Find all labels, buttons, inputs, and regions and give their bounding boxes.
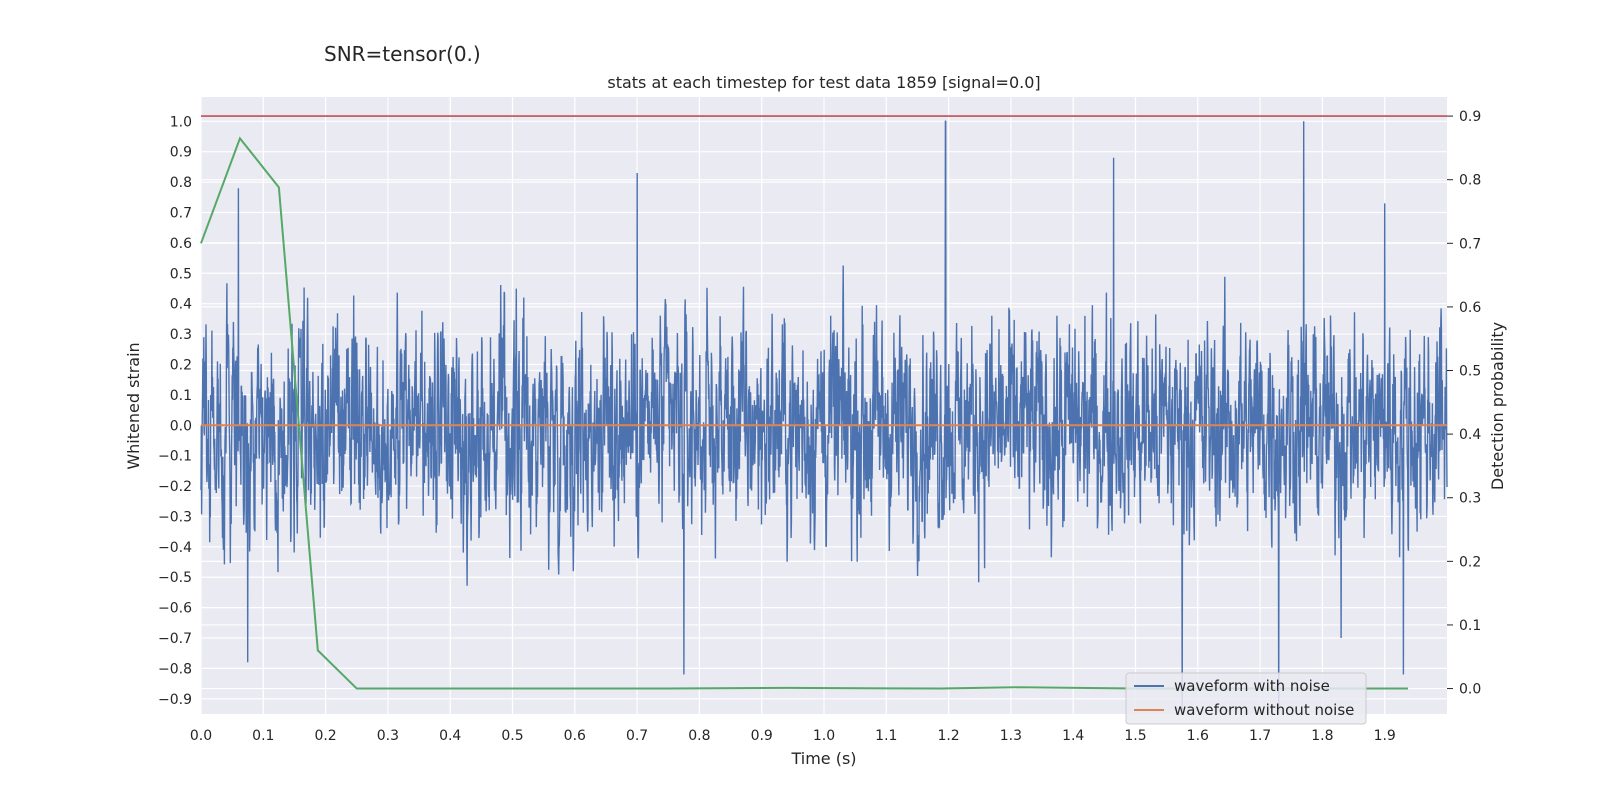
- y-tick-label: −0.5: [158, 570, 192, 586]
- y2-tick-label: 0.0: [1459, 682, 1481, 698]
- y-tick-label: −0.4: [158, 540, 192, 556]
- y-tick-label: −0.2: [158, 479, 192, 495]
- series-detection-probability: [200, 136, 1409, 690]
- x-tick-label: 0.0: [190, 728, 212, 744]
- y2-tick-label: 0.9: [1459, 109, 1481, 125]
- y-tick-label: 0.7: [170, 205, 192, 221]
- y-tick-label: −0.8: [158, 661, 192, 677]
- x-tick-label: 1.3: [1000, 728, 1022, 744]
- y2-tick-label: 0.6: [1459, 300, 1481, 316]
- x-axis-label: Time (s): [790, 749, 856, 768]
- y2-tick-label: 0.7: [1459, 236, 1481, 252]
- y-tick-label: −0.7: [158, 631, 192, 647]
- x-tick-label: 1.8: [1311, 728, 1333, 744]
- x-tick-label: 0.7: [626, 728, 648, 744]
- x-tick-label: 0.5: [501, 728, 523, 744]
- x-tick-label: 0.1: [252, 728, 274, 744]
- y-axis-label: Whitened strain: [124, 342, 143, 469]
- y-tick-label: 0.5: [170, 266, 192, 282]
- x-tick-label: 1.0: [813, 728, 835, 744]
- x-tick-label: 1.5: [1124, 728, 1146, 744]
- legend-label-noisy: waveform with noise: [1174, 677, 1330, 695]
- y-tick-label: 0.2: [170, 357, 192, 373]
- y2-tick-label: 0.3: [1459, 491, 1481, 507]
- x-tick-label: 1.2: [937, 728, 959, 744]
- y2-axis-label: Detection probability: [1488, 322, 1507, 490]
- legend-label-clean: waveform without noise: [1174, 701, 1354, 719]
- y-tick-label: 0.1: [170, 388, 192, 404]
- y-tick-label: 0.8: [170, 175, 192, 191]
- y-tick-label: −0.6: [158, 601, 192, 617]
- x-tick-label: 1.1: [875, 728, 897, 744]
- x-tick-label: 1.9: [1374, 728, 1396, 744]
- y2-tick-label: 0.2: [1459, 554, 1481, 570]
- x-tick-label: 0.2: [314, 728, 336, 744]
- x-tick-label: 0.3: [377, 728, 399, 744]
- x-tick-label: 1.7: [1249, 728, 1271, 744]
- y-tick-label: −0.9: [158, 692, 192, 708]
- y2-tick-label: 0.1: [1459, 618, 1481, 634]
- x-tick-label: 0.4: [439, 728, 461, 744]
- x-tick-label: 1.6: [1187, 728, 1209, 744]
- y-tick-label: 0.6: [170, 236, 192, 252]
- x-tick-label: 1.4: [1062, 728, 1084, 744]
- tick-layer: 0.0 0.1 0.2 0.3 0.4 0.5 0.6 0.7 0.8 0.9 1.0 1.1 1.2 1…: [158, 109, 1481, 744]
- legend-box: [1125, 672, 1367, 725]
- series-layer: [200, 115, 1448, 715]
- x-tick-label: 0.9: [751, 728, 773, 744]
- y-tick-label: 0.4: [170, 297, 192, 313]
- y-tick-label: 0.9: [170, 145, 192, 161]
- x-tick-label: 0.6: [564, 728, 586, 744]
- series-waveform-with-noise: [200, 120, 1448, 715]
- y2-tick-label: 0.5: [1459, 364, 1481, 380]
- figure-suptitle: SNR=tensor(0.): [324, 42, 481, 66]
- legend: waveform with noise waveform without noi…: [1125, 672, 1367, 725]
- y2-tick-label: 0.4: [1459, 427, 1481, 443]
- y-tick-label: −0.1: [158, 449, 192, 465]
- y-tick-label: 0.0: [170, 418, 192, 434]
- chart-title: stats at each timestep for test data 185…: [607, 73, 1040, 92]
- x-tick-label: 0.8: [688, 728, 710, 744]
- y-tick-label: 0.3: [170, 327, 192, 343]
- y-tick-label: −0.3: [158, 509, 192, 525]
- y-tick-label: 1.0: [170, 114, 192, 130]
- y2-tick-label: 0.8: [1459, 173, 1481, 189]
